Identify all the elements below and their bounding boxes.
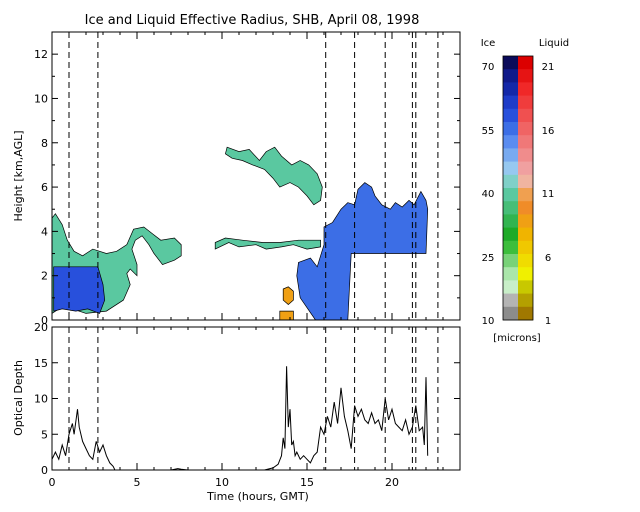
colorbar-liquid-swatch-0 bbox=[518, 56, 533, 70]
colorbar-liquid-swatch-2 bbox=[518, 82, 533, 97]
colorbar-ice-swatch-5 bbox=[503, 122, 518, 136]
colorbar-liquid-swatch-13 bbox=[518, 227, 533, 242]
region-liquid-5 bbox=[282, 286, 294, 305]
colorbar-liquid-header: Liquid bbox=[539, 38, 569, 49]
colorbar: Ice Liquid [microns] 70 55 40 25 10 21 16 11 6 1 bbox=[481, 38, 569, 344]
top-ytick-label-1: 2 bbox=[41, 270, 48, 283]
chart-title: Ice and Liquid Effective Radius, SHB, Ap… bbox=[85, 13, 420, 28]
top-ylabel: Height [km,AGL] bbox=[12, 130, 25, 221]
colorbar-liquid-swatch-17 bbox=[518, 280, 533, 295]
bottom-ytick-label-0: 0 bbox=[41, 464, 48, 477]
colorbar-liquid-swatch-15 bbox=[518, 254, 533, 268]
bottom-xlabel: Time (hours, GMT) bbox=[206, 490, 309, 503]
bottom-xtick-label-4: 20 bbox=[385, 476, 399, 489]
colorbar-ice-label-1: 55 bbox=[482, 126, 495, 137]
bottom-xtick-label-1: 5 bbox=[134, 476, 141, 489]
colorbar-liquid-swatch-1 bbox=[518, 69, 533, 83]
colorbar-liquid-swatch-18 bbox=[518, 293, 533, 308]
colorbar-liquid-swatch-11 bbox=[518, 201, 533, 215]
colorbar-liquid-label-2: 11 bbox=[542, 189, 555, 200]
bottom-ylabel: Optical Depth bbox=[12, 360, 25, 436]
top-ytick-label-0: 0 bbox=[41, 314, 48, 327]
bottom-xtick-label-2: 10 bbox=[215, 476, 229, 489]
colorbar-ice-swatch-14 bbox=[503, 240, 518, 255]
top-ytick-label-3: 6 bbox=[41, 181, 48, 194]
colorbar-ice-swatch-10 bbox=[503, 188, 518, 202]
colorbar-liquid-label-1: 16 bbox=[542, 126, 555, 137]
colorbar-units: [microns] bbox=[493, 333, 540, 344]
colorbar-ice-swatch-7 bbox=[503, 148, 518, 163]
colorbar-ice-swatch-19 bbox=[503, 306, 518, 321]
colorbar-liquid-swatch-14 bbox=[518, 240, 533, 255]
colorbar-ice-swatch-0 bbox=[503, 56, 518, 70]
bottom-ytick-label-2: 10 bbox=[34, 393, 48, 406]
top-ytick-label-4: 8 bbox=[41, 137, 48, 150]
bottom-ytick-label-3: 15 bbox=[34, 357, 48, 370]
colorbar-liquid-swatch-16 bbox=[518, 267, 533, 281]
bottom-ytick-label-1: 5 bbox=[41, 428, 48, 441]
colorbar-liquid-swatch-10 bbox=[518, 188, 533, 202]
colorbar-ice-label-4: 10 bbox=[482, 316, 495, 327]
colorbar-frame bbox=[502, 55, 534, 321]
region-ice-3 bbox=[296, 182, 429, 321]
colorbar-liquid-swatch-12 bbox=[518, 214, 533, 229]
top-ytick-label-5: 10 bbox=[34, 92, 48, 105]
colorbar-ice-swatch-16 bbox=[503, 267, 518, 281]
optical-depth-line-0 bbox=[51, 366, 429, 471]
colorbar-liquid-swatch-6 bbox=[518, 135, 533, 149]
top-ytick-label-6: 12 bbox=[34, 48, 48, 61]
region-ice-4 bbox=[214, 237, 321, 250]
colorbar-ice-label-3: 25 bbox=[482, 253, 495, 264]
bottom-panel: 0 5 10 15 20 0 5 10 15 20 bbox=[34, 321, 461, 489]
colorbar-ice-swatch-15 bbox=[503, 254, 518, 268]
colorbar-liquid-label-3: 6 bbox=[545, 253, 551, 264]
colorbar-ice-swatch-12 bbox=[503, 214, 518, 229]
colorbar-liquid-swatch-7 bbox=[518, 148, 533, 163]
colorbar-ice-label-2: 40 bbox=[482, 189, 495, 200]
colorbar-ice-swatch-17 bbox=[503, 280, 518, 295]
region-ice-2 bbox=[224, 146, 323, 206]
top-ytick-label-2: 4 bbox=[41, 225, 48, 238]
colorbar-ice-swatch-13 bbox=[503, 227, 518, 242]
region-liquid-6 bbox=[279, 310, 294, 321]
colorbar-liquid-swatch-4 bbox=[518, 108, 533, 123]
top-panel: 0 2 4 6 8 10 12 bbox=[34, 31, 461, 327]
colorbar-ice-label-0: 70 bbox=[482, 62, 495, 73]
colorbar-liquid-label-4: 1 bbox=[545, 316, 551, 327]
colorbar-ice-swatch-9 bbox=[503, 174, 518, 189]
colorbar-liquid-swatch-19 bbox=[518, 306, 533, 321]
colorbar-ice-swatch-4 bbox=[503, 108, 518, 123]
bottom-ytick-label-4: 20 bbox=[34, 321, 48, 334]
colorbar-ice-swatch-1 bbox=[503, 69, 518, 83]
colorbar-liquid-swatch-5 bbox=[518, 122, 533, 136]
colorbar-liquid-swatch-9 bbox=[518, 174, 533, 189]
colorbar-ice-swatch-8 bbox=[503, 161, 518, 176]
bottom-xtick-label-3: 15 bbox=[300, 476, 314, 489]
colorbar-ice-swatch-18 bbox=[503, 293, 518, 308]
colorbar-liquid-swatch-3 bbox=[518, 95, 533, 110]
bottom-xtick-label-0: 0 bbox=[49, 476, 56, 489]
colorbar-ice-swatch-6 bbox=[503, 135, 518, 149]
region-ice-1 bbox=[53, 266, 106, 314]
colorbar-ice-header: Ice bbox=[481, 38, 496, 49]
colorbar-ice-swatch-2 bbox=[503, 82, 518, 97]
colorbar-ice-swatch-3 bbox=[503, 95, 518, 110]
colorbar-ice-swatch-11 bbox=[503, 201, 518, 215]
colorbar-liquid-swatch-8 bbox=[518, 161, 533, 176]
colorbar-liquid-label-0: 21 bbox=[542, 62, 555, 73]
